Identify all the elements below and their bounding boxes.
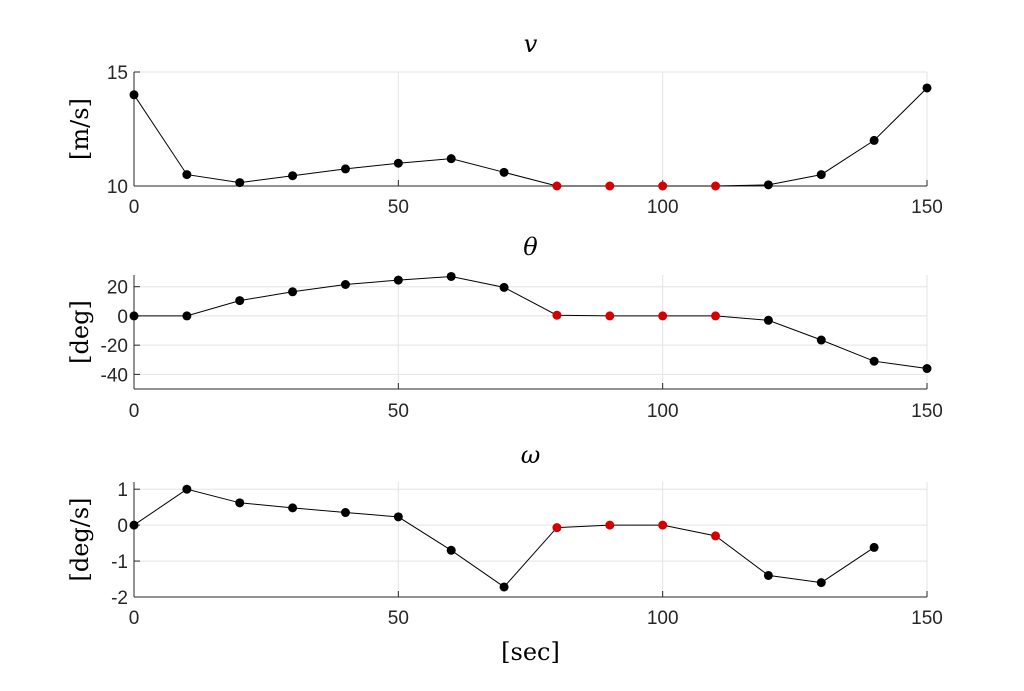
x-tick-label: 100 [647, 401, 679, 422]
y-tick-label: -20 [101, 336, 128, 357]
y-tick-label: -40 [101, 365, 128, 386]
subplot-title: ω [521, 441, 541, 469]
subplot-3: 0 50 100 150 -2 -1 0 1 ω [deg/s] [sec] [66, 441, 943, 666]
series-line [133, 87, 928, 187]
x-tick-label: 150 [911, 197, 943, 218]
data-point [393, 512, 403, 522]
data-point-highlighted [605, 520, 615, 530]
data-point [235, 498, 245, 508]
subplot-1: 0 50 100 150 10 15 v [m/s] [66, 30, 943, 218]
x-tick-label: 150 [911, 401, 943, 422]
data-point [869, 356, 879, 366]
y-tick-label: 10 [107, 177, 128, 198]
data-point-highlighted [605, 181, 615, 191]
y-tick-label: -1 [111, 552, 128, 573]
data-point [393, 275, 403, 285]
data-point [129, 90, 139, 100]
y-tick-label: 20 [107, 278, 128, 299]
data-point [182, 484, 192, 494]
data-point [816, 170, 826, 180]
data-point [235, 296, 245, 306]
data-point-highlighted [711, 311, 721, 321]
data-point [340, 280, 350, 289]
subplot-title: v [524, 30, 538, 58]
x-tick-label: 50 [388, 401, 409, 422]
data-point [288, 503, 298, 513]
data-point [129, 311, 139, 321]
data-point [446, 545, 456, 555]
data-point [182, 170, 192, 180]
data-point [763, 315, 773, 325]
x-tick-label: 0 [129, 197, 140, 218]
data-point-highlighted [711, 181, 721, 191]
y-axis-label: [m/s] [66, 98, 94, 160]
y-axis-label: [deg/s] [66, 497, 94, 581]
subplot-2: 0 50 100 150 -40 -20 0 20 θ [deg] [66, 233, 943, 422]
data-point [499, 582, 509, 592]
data-point [288, 171, 298, 181]
x-tick-label: 0 [129, 608, 140, 629]
data-point [499, 282, 509, 292]
data-point [763, 180, 773, 190]
data-point [499, 167, 509, 177]
data-point-highlighted [552, 181, 562, 191]
data-point [340, 508, 350, 518]
data-point-highlighted [552, 310, 562, 320]
x-tick-label: 150 [911, 608, 943, 629]
x-tick-label: 100 [647, 608, 679, 629]
data-point [288, 287, 298, 297]
x-axis-label: [sec] [501, 638, 560, 666]
x-tick-label: 50 [388, 197, 409, 218]
data-point-highlighted [552, 523, 562, 533]
y-tick-label: 15 [107, 63, 128, 84]
data-point [816, 578, 826, 588]
data-point-highlighted [658, 181, 668, 191]
data-point [446, 271, 456, 281]
x-tick-label: 0 [129, 401, 140, 422]
data-point [340, 164, 350, 174]
series-line [134, 275, 928, 369]
data-point-highlighted [658, 311, 668, 321]
y-tick-label: 1 [117, 480, 128, 501]
data-point [816, 335, 826, 345]
y-tick-label: 0 [117, 307, 128, 328]
data-point [922, 364, 932, 374]
data-point [182, 311, 192, 321]
y-tick-label: 0 [117, 516, 128, 537]
data-point [129, 520, 139, 530]
series-line [133, 488, 875, 588]
data-point [922, 83, 932, 93]
y-tick-label: -2 [111, 588, 128, 609]
data-point [235, 178, 245, 188]
x-tick-label: 50 [388, 608, 409, 629]
y-axis-label: [deg] [66, 300, 94, 364]
data-point [393, 158, 403, 168]
x-tick-label: 100 [647, 197, 679, 218]
data-point-highlighted [605, 311, 615, 321]
subplot-title: θ [523, 233, 538, 261]
data-point [869, 542, 879, 552]
data-point-highlighted [711, 531, 721, 541]
data-point [763, 570, 773, 580]
data-point [869, 135, 879, 145]
data-point-highlighted [658, 520, 668, 530]
data-point [446, 154, 456, 164]
